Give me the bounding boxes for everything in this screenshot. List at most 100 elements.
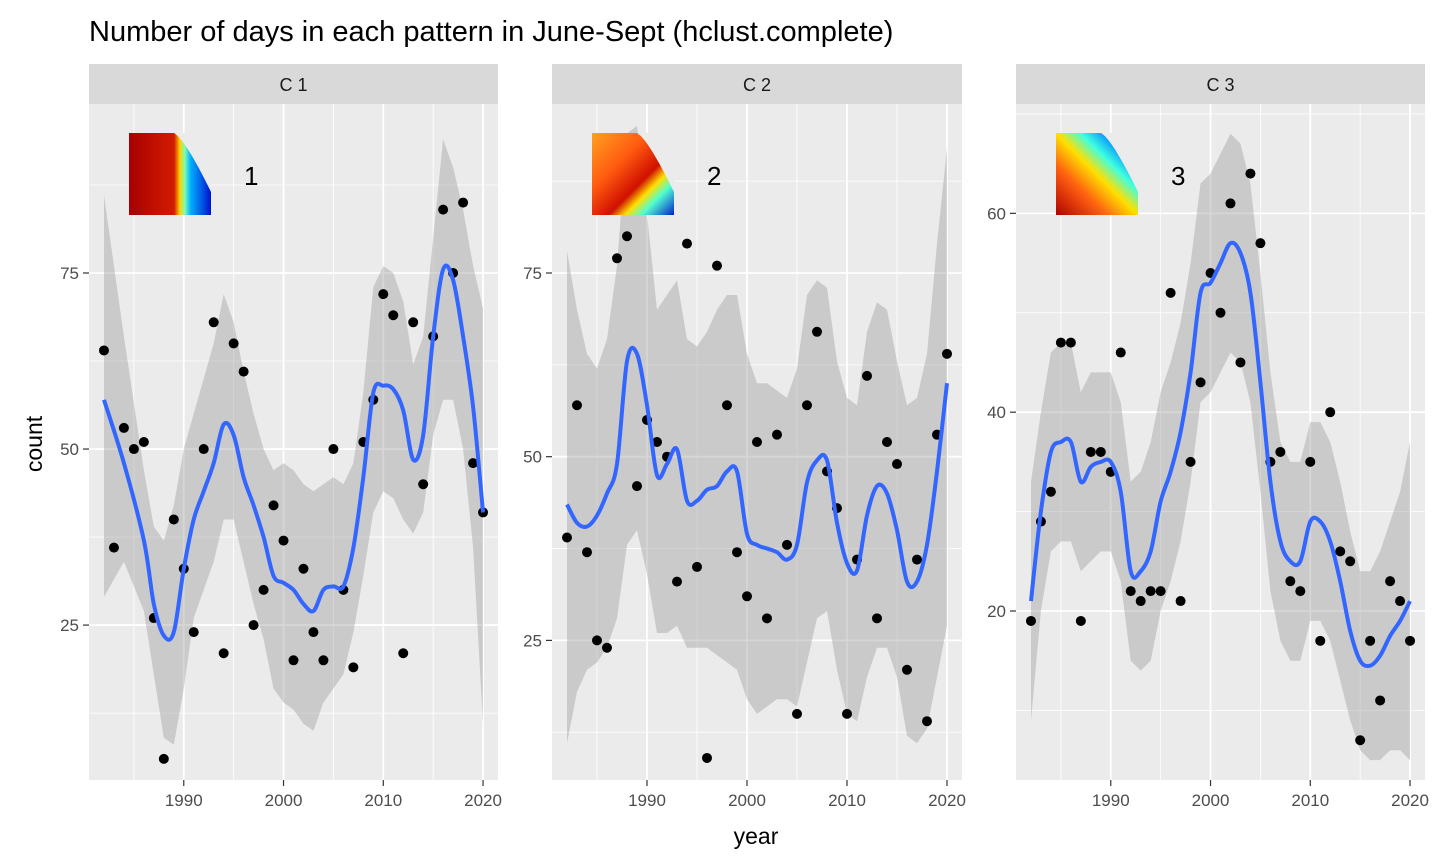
data-point (902, 664, 912, 675)
pattern-heatmap-image (129, 133, 211, 215)
data-point (1295, 586, 1306, 597)
data-point (1195, 377, 1206, 388)
data-point (582, 547, 592, 558)
data-point (1225, 198, 1236, 209)
data-point (328, 444, 339, 455)
data-point (158, 753, 169, 764)
data-point (752, 437, 762, 447)
data-point (1085, 446, 1096, 457)
data-point (188, 627, 199, 638)
smooth-line (102, 263, 485, 642)
data-point (468, 458, 479, 469)
data-point (1185, 456, 1196, 467)
facet-strip-label: C 1 (279, 75, 307, 95)
pattern-heatmap-image (1056, 133, 1138, 215)
data-point (198, 444, 209, 455)
y-tick-label: 50 (60, 440, 79, 459)
data-point (912, 554, 922, 565)
panel-background (1016, 104, 1425, 780)
panel-background (89, 104, 498, 780)
facet-strip (1016, 64, 1425, 104)
data-point (1255, 238, 1266, 249)
data-point (712, 260, 722, 271)
x-tick-label: 2000 (1192, 791, 1230, 810)
data-point (652, 437, 662, 447)
data-point (268, 500, 279, 511)
smooth-line (565, 345, 949, 590)
y-tick-label: 20 (987, 602, 1006, 621)
data-point (1245, 168, 1256, 179)
data-point (592, 635, 602, 646)
data-point (792, 708, 802, 719)
heatmap-mask (1101, 133, 1138, 192)
x-tick-label: 2010 (828, 791, 866, 810)
data-point (1355, 735, 1366, 746)
data-point (1045, 486, 1056, 497)
x-tick-label: 2020 (928, 791, 966, 810)
data-point (1175, 596, 1186, 607)
data-point (288, 655, 299, 666)
data-point (562, 532, 572, 543)
x-tick-label: 1990 (1092, 791, 1130, 810)
data-point (1375, 695, 1386, 706)
data-point (1075, 615, 1086, 626)
chart-title: Number of days in each pattern in June-S… (89, 16, 893, 48)
data-point (672, 576, 682, 587)
data-point (892, 459, 902, 470)
data-point (812, 326, 822, 337)
data-point (108, 542, 119, 553)
facet-strip (89, 64, 498, 104)
data-point (1315, 635, 1326, 646)
data-point (682, 238, 692, 249)
data-point (772, 429, 782, 440)
data-point (572, 400, 582, 411)
data-point (1345, 556, 1356, 567)
data-point (872, 613, 882, 624)
data-point (1125, 586, 1136, 597)
data-point (478, 507, 489, 518)
confidence-band (104, 139, 483, 745)
pattern-heatmap-image (592, 133, 674, 215)
facet-1: C 1 1990 2000 2010 2020 25 50 75 1 (60, 64, 502, 810)
data-point (612, 253, 622, 264)
data-point (1325, 407, 1336, 418)
y-axis-title: count (21, 415, 47, 472)
data-point (298, 563, 309, 574)
data-point (218, 648, 229, 659)
data-point (408, 317, 419, 328)
pattern-number-label: 2 (707, 161, 721, 191)
x-tick-label: 2000 (728, 791, 766, 810)
data-point (702, 752, 712, 763)
data-point (118, 422, 129, 433)
data-point (318, 655, 329, 666)
x-axis-title: year (734, 823, 779, 849)
x-tick-label: 1990 (165, 791, 203, 810)
data-point (602, 642, 612, 653)
x-tick-label: 1990 (628, 791, 666, 810)
data-point (1145, 586, 1156, 597)
data-point (1275, 446, 1286, 457)
data-point (1405, 635, 1416, 646)
data-point (138, 437, 149, 447)
x-tick-label: 2020 (464, 791, 502, 810)
data-point (782, 539, 792, 550)
data-point (398, 648, 409, 659)
y-tick-label: 25 (60, 616, 79, 635)
facet-2: C 2 1990 2000 2010 2020 25 50 75 2 (523, 64, 966, 810)
data-point (168, 514, 179, 525)
data-point (742, 591, 752, 602)
smooth-line (1029, 240, 1412, 669)
pattern-number-label: 1 (244, 161, 258, 191)
x-tick-label: 2010 (1291, 791, 1329, 810)
data-point (732, 547, 742, 558)
data-point (722, 400, 732, 411)
data-point (98, 345, 109, 356)
facet-strip-label: C 3 (1206, 75, 1234, 95)
data-point (388, 310, 399, 321)
y-tick-label: 60 (987, 204, 1006, 223)
data-point (1165, 287, 1176, 298)
data-point (942, 348, 952, 359)
confidence-band (567, 126, 947, 744)
